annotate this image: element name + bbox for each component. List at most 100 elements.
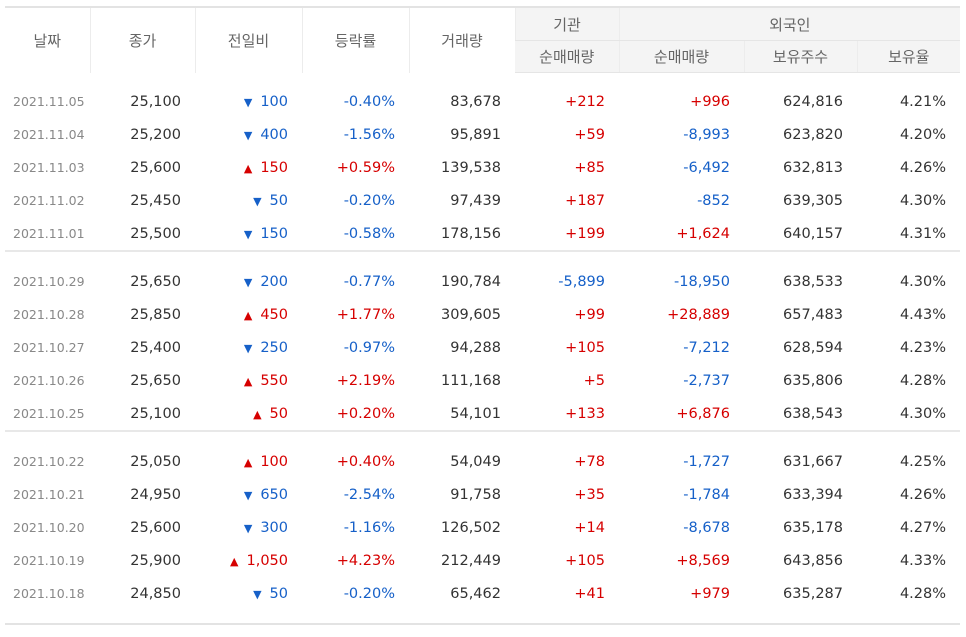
change-cell: ▲ 50 [195, 397, 302, 431]
institution-net-cell: +187 [565, 192, 605, 209]
header-change: 전일비 [194, 6, 302, 73]
table-row: 2021.11.05 25,100 ▼ 100 -0.40% 83,678 +212 +996… [5, 85, 960, 118]
change-cell: ▼ 50 [195, 184, 302, 217]
table-row: 2021.10.19 25,900 ▲ 1,050 +4.23% 212,449 +105 +… [5, 544, 960, 577]
down-triangle-icon: ▼ [243, 128, 253, 142]
change-rate-cell: +1.77% [336, 306, 395, 323]
group-divider [5, 430, 961, 433]
foreign-ratio-cell: 4.43% [899, 306, 947, 323]
change-rate-cell: -0.77% [343, 273, 395, 290]
date-cell: 2021.10.26 [13, 373, 85, 388]
volume-cell: 111,168 [441, 372, 501, 389]
change-value: 50 [269, 405, 288, 422]
date-cell: 2021.10.28 [13, 307, 85, 322]
change-value: 100 [260, 93, 288, 110]
foreign-ratio-cell: 4.27% [899, 519, 947, 536]
down-triangle-icon: ▼ [243, 227, 253, 241]
date-cell: 2021.10.19 [13, 553, 85, 568]
volume-cell: 212,449 [441, 552, 501, 569]
foreign-holdings-cell: 632,813 [783, 159, 843, 176]
foreign-net-cell: -1,727 [683, 453, 730, 470]
change-cell: ▲ 1,050 [195, 544, 302, 577]
table-row: 2021.10.25 25,100 ▲ 50 +0.20% 54,101 +133 +6,87… [5, 397, 960, 431]
header-institution-group: 기관 [514, 6, 619, 41]
group-spacer [5, 433, 960, 445]
close-price-cell: 25,600 [130, 519, 181, 536]
header-date: 날짜 [5, 6, 90, 73]
foreign-net-cell: -6,492 [683, 159, 730, 176]
table-row: 2021.10.28 25,850 ▲ 450 +1.77% 309,605 +99 +28,… [5, 298, 960, 331]
close-price-cell: 25,100 [130, 93, 181, 110]
table-bottom-border [5, 622, 961, 625]
down-triangle-icon: ▼ [243, 95, 253, 109]
group-divider [5, 250, 961, 253]
change-value: 200 [260, 273, 288, 290]
date-cell: 2021.10.20 [13, 520, 85, 535]
foreign-holdings-cell: 657,483 [783, 306, 843, 323]
foreign-holdings-cell: 635,806 [783, 372, 843, 389]
institution-net-cell: +199 [565, 225, 605, 242]
change-cell: ▼ 150 [195, 217, 302, 251]
change-rate-cell: +4.23% [336, 552, 395, 569]
change-rate-cell: -2.54% [343, 486, 395, 503]
institution-net-cell: +5 [583, 372, 605, 389]
volume-cell: 54,101 [450, 405, 501, 422]
institution-net-cell: +41 [574, 585, 605, 602]
change-rate-cell: -0.97% [343, 339, 395, 356]
group-divider-cell [5, 430, 961, 433]
table-row: 2021.10.20 25,600 ▼ 300 -1.16% 126,502 +14 -8,6… [5, 511, 960, 544]
top-spacer [5, 73, 960, 86]
up-triangle-icon: ▲ [243, 374, 253, 388]
table-row: 2021.10.22 25,050 ▲ 100 +0.40% 54,049 +78 -1,72… [5, 445, 960, 478]
change-rate-cell: +0.59% [336, 159, 395, 176]
close-price-cell: 25,600 [130, 159, 181, 176]
foreign-ratio-cell: 4.25% [899, 453, 947, 470]
foreign-holdings-cell: 635,287 [783, 585, 843, 602]
down-triangle-icon: ▼ [253, 587, 262, 601]
header-institution-net: 순매매량 [515, 40, 619, 73]
institution-net-cell: +85 [574, 159, 605, 176]
date-cell: 2021.10.21 [13, 487, 85, 502]
change-rate-cell: +2.19% [336, 372, 395, 389]
institution-net-cell: +59 [574, 126, 605, 143]
foreign-net-cell: +8,569 [676, 552, 730, 569]
date-cell: 2021.10.22 [13, 454, 85, 469]
institution-net-cell: +105 [565, 552, 605, 569]
foreign-ratio-cell: 4.26% [899, 159, 947, 176]
date-cell: 2021.10.29 [13, 274, 85, 289]
change-cell: ▼ 400 [195, 118, 302, 151]
table-row: 2021.11.03 25,600 ▲ 150 +0.59% 139,538 +85 -6,4… [5, 151, 960, 184]
close-price-cell: 25,100 [130, 405, 181, 422]
volume-cell: 94,288 [450, 339, 501, 356]
header-volume: 거래량 [408, 6, 515, 73]
foreign-ratio-cell: 4.28% [899, 372, 947, 389]
change-cell: ▲ 550 [195, 364, 302, 397]
change-rate-cell: +0.40% [336, 453, 395, 470]
volume-cell: 97,439 [450, 192, 501, 209]
close-price-cell: 25,500 [130, 225, 181, 242]
change-rate-cell: +0.20% [336, 405, 395, 422]
change-rate-cell: -0.20% [343, 192, 395, 209]
up-triangle-icon: ▲ [253, 407, 262, 421]
down-triangle-icon: ▼ [243, 488, 253, 502]
foreign-holdings-cell: 638,533 [783, 273, 843, 290]
foreign-net-cell: -1,784 [683, 486, 730, 503]
up-triangle-icon: ▲ [243, 455, 253, 469]
up-triangle-icon: ▲ [243, 308, 253, 322]
foreign-net-cell: -18,950 [674, 273, 730, 290]
down-triangle-icon: ▼ [253, 194, 262, 208]
change-rate-cell: -1.56% [343, 126, 395, 143]
top-spacer-cell [5, 73, 960, 86]
foreign-net-cell: +28,889 [667, 306, 730, 323]
close-price-cell: 25,850 [130, 306, 181, 323]
volume-cell: 126,502 [441, 519, 501, 536]
table-row: 2021.10.26 25,650 ▲ 550 +2.19% 111,168 +5 -2,73… [5, 364, 960, 397]
foreign-net-cell: -8,993 [683, 126, 730, 143]
change-rate-cell: -1.16% [343, 519, 395, 536]
institution-net-cell: +78 [574, 453, 605, 470]
foreign-ratio-cell: 4.20% [899, 126, 947, 143]
change-rate-cell: -0.58% [343, 225, 395, 242]
group-spacer [5, 253, 960, 265]
close-price-cell: 25,050 [130, 453, 181, 470]
down-triangle-icon: ▼ [243, 275, 253, 289]
